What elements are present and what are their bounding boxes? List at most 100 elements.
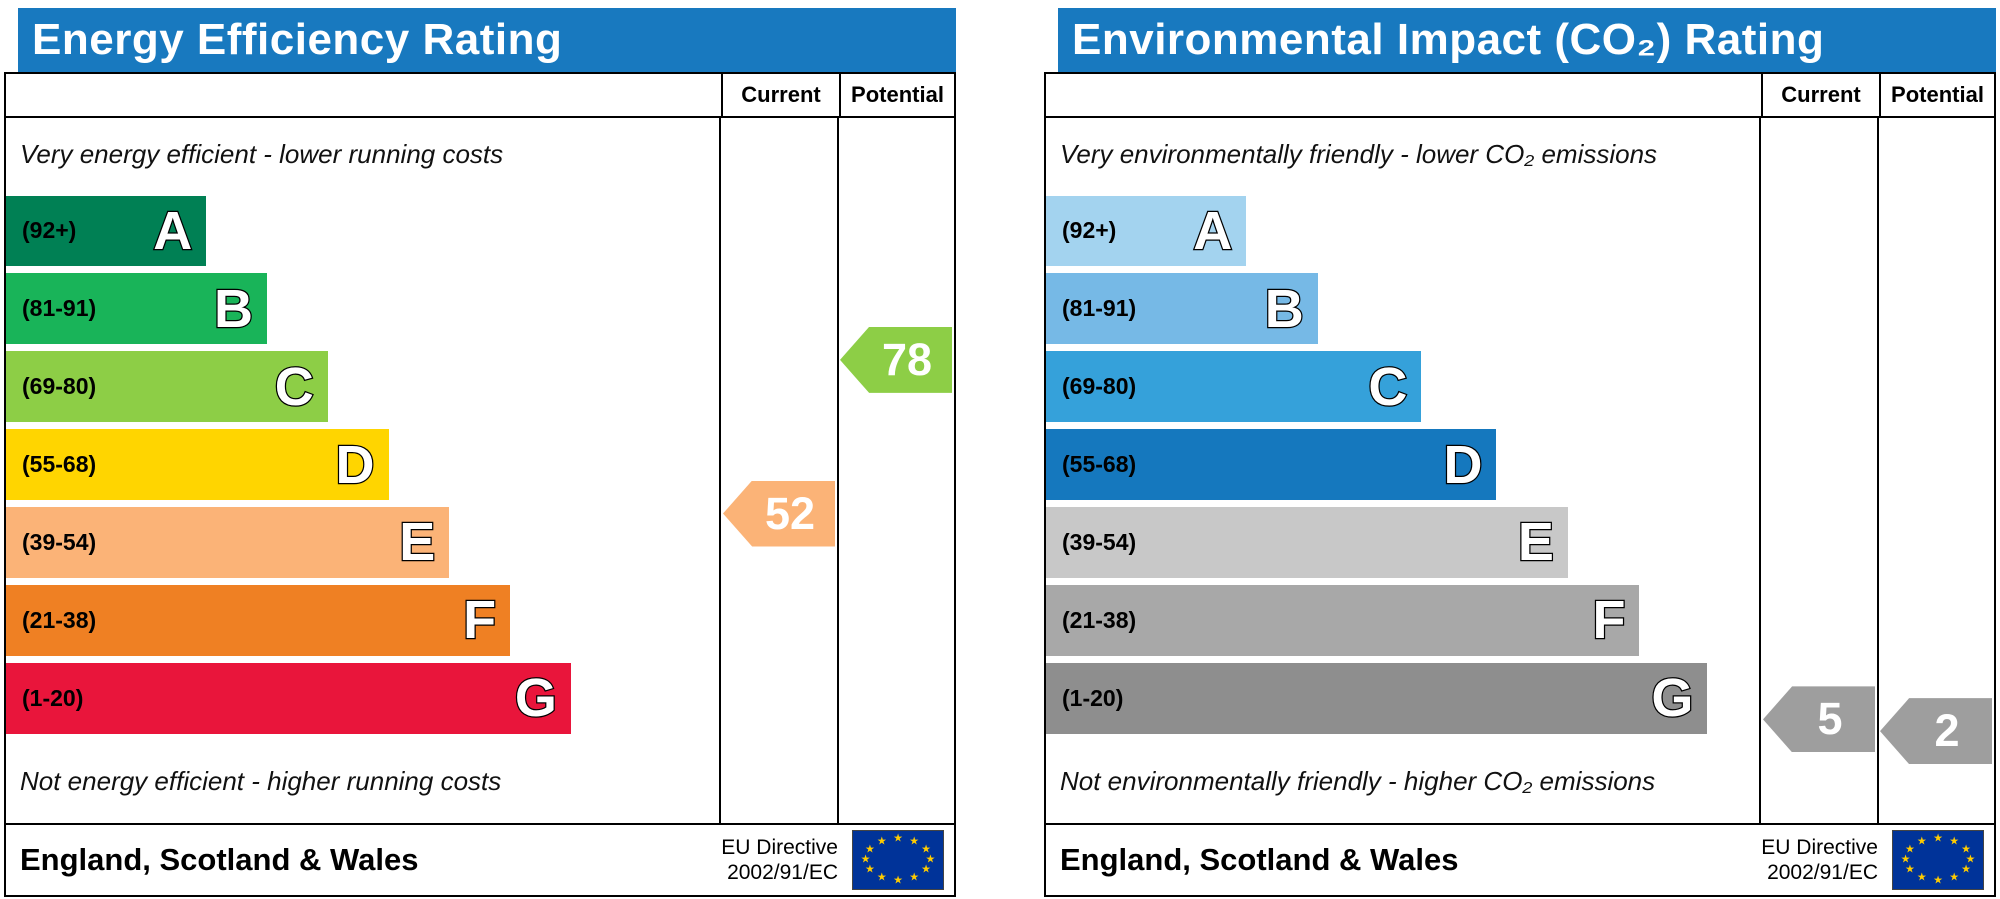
band-range-label: (21-38) <box>1062 606 1137 633</box>
eu-flag-star: ★ <box>1961 863 1971 876</box>
current-column-divider <box>1759 118 1761 823</box>
band-letter: D <box>334 434 376 495</box>
top-note: Very energy efficient - lower running co… <box>20 138 504 169</box>
potential-column-divider <box>1877 118 1879 823</box>
band-bar-f: (21-38) F <box>1046 584 1640 656</box>
bottom-note: Not environmentally friendly - higher CO… <box>1060 765 1656 796</box>
current-column-divider <box>719 118 721 823</box>
eu-flag-icon: ★ ★ ★ ★ ★ ★ ★ ★ ★ ★ ★ ★ <box>852 830 944 890</box>
eu-flag-star: ★ <box>893 832 903 845</box>
potential-rating-arrow: 2 <box>1880 698 1992 765</box>
eu-flag-star: ★ <box>909 835 920 848</box>
current-rating-arrow-value: 52 <box>764 487 816 539</box>
column-header-row: Current Potential <box>1046 74 1994 118</box>
band-range-label: (69-80) <box>22 373 97 400</box>
band-row-d: (55-68) D <box>1046 426 1761 504</box>
eu-flag-star: ★ <box>1905 863 1915 876</box>
current-rating-arrow: 5 <box>1763 686 1875 753</box>
eu-directive-line1: EU Directive <box>721 835 838 859</box>
environmental-footer: England, Scotland & Wales EU Directive 2… <box>1046 823 1994 895</box>
band-range-label: (55-68) <box>1062 451 1137 477</box>
band-range-label: (81-91) <box>1062 295 1137 322</box>
band-row-b: (81-91) B <box>1046 270 1761 348</box>
eu-directive-line1: EU Directive <box>1761 835 1878 859</box>
band-range-label: (92+) <box>22 217 77 244</box>
band-letter: F <box>1591 590 1627 651</box>
eu-flag-star: ★ <box>876 835 887 848</box>
current-rating-arrow-value: 5 <box>1817 693 1843 745</box>
environmental-title-bar: Environmental Impact (CO₂) Rating <box>1058 8 1996 72</box>
band-bar-f: (21-38) F <box>6 584 511 656</box>
band-row-a: (92+) A <box>1046 192 1761 270</box>
column-header-spacer <box>6 74 721 116</box>
eu-directive-line2: 2002/91/EC <box>1767 861 1878 884</box>
band-row-f: (21-38) F <box>6 581 721 659</box>
band-range-label: (81-91) <box>22 295 97 322</box>
band-range-label: (55-68) <box>22 451 97 477</box>
eu-flag-star: ★ <box>893 874 903 887</box>
eu-flag-star: ★ <box>1949 871 1960 884</box>
band-bar-a: (92+) A <box>6 195 207 267</box>
energy-efficiency-rating-chart: Energy Efficiency Rating Current Potenti… <box>4 8 956 897</box>
band-bar-b: (81-91) B <box>6 273 267 345</box>
potential-column-header: Potential <box>1879 74 1994 116</box>
potential-rating-arrow-value: 2 <box>1934 705 1960 757</box>
band-range-label: (1-20) <box>22 684 84 711</box>
band-letter: C <box>274 356 316 417</box>
eu-flag-star: ★ <box>1916 835 1927 848</box>
band-row-b: (81-91) B <box>6 270 721 348</box>
environmental-rating-table: Current Potential Very environmentally f… <box>1044 72 1996 897</box>
region-label: England, Scotland & Wales <box>20 842 419 877</box>
band-range-label: (39-54) <box>1062 528 1137 555</box>
band-bar-c: (69-80) C <box>1046 351 1422 423</box>
eu-flag-star: ★ <box>1900 853 1911 866</box>
environmental-impact-rating-chart: Environmental Impact (CO₂) Rating Curren… <box>1044 8 1996 897</box>
energy-chart-body: Very energy efficient - lower running co… <box>6 118 954 823</box>
band-bar-e: (39-54) E <box>1046 506 1568 578</box>
band-range-label: (39-54) <box>22 528 97 555</box>
eu-flag-star: ★ <box>860 853 871 866</box>
eu-flag-star: ★ <box>1961 843 1971 856</box>
band-row-e: (39-54) E <box>6 503 721 581</box>
eu-flag-star: ★ <box>1916 871 1927 884</box>
band-bar-g: (1-20) G <box>6 662 571 734</box>
environmental-band-area: Very environmentally friendly - lower CO… <box>1046 118 1761 823</box>
band-letter: E <box>398 512 437 573</box>
column-header-row: Current Potential <box>6 74 954 118</box>
band-row-f: (21-38) F <box>1046 581 1761 659</box>
band-letter: D <box>1442 434 1484 495</box>
band-letter: E <box>1517 512 1556 573</box>
eu-flag-star: ★ <box>1949 835 1960 848</box>
band-letter: A <box>1192 200 1234 261</box>
band-bar-a: (92+) A <box>1046 195 1247 267</box>
eu-flag-star: ★ <box>909 871 920 884</box>
eu-flag-icon: ★ ★ ★ ★ ★ ★ ★ ★ ★ ★ ★ ★ <box>1892 830 1984 890</box>
band-bar-b: (81-91) B <box>1046 273 1318 345</box>
potential-rating-arrow-value: 78 <box>881 333 933 385</box>
energy-title-bar: Energy Efficiency Rating <box>18 8 956 72</box>
band-bar-g: (1-20) G <box>1046 662 1708 734</box>
band-range-label: (69-80) <box>1062 373 1137 400</box>
eu-directive-line2: 2002/91/EC <box>727 861 838 884</box>
band-range-label: (1-20) <box>1062 684 1124 711</box>
band-row-c: (69-80) C <box>1046 348 1761 426</box>
bottom-note: Not energy efficient - higher running co… <box>20 765 502 796</box>
current-rating-arrow: 52 <box>723 480 835 547</box>
eu-flag-star: ★ <box>1933 874 1943 887</box>
eu-flag-star: ★ <box>921 843 931 856</box>
eu-flag-star: ★ <box>865 843 875 856</box>
band-row-a: (92+) A <box>6 192 721 270</box>
eu-flag-star: ★ <box>921 863 931 876</box>
energy-footer: England, Scotland & Wales EU Directive 2… <box>6 823 954 895</box>
chart-title: Energy Efficiency Rating <box>32 15 563 64</box>
band-row-d: (55-68) D <box>6 426 721 504</box>
energy-band-area: Very energy efficient - lower running co… <box>6 118 721 823</box>
band-range-label: (92+) <box>1062 217 1117 244</box>
band-bar-e: (39-54) E <box>6 506 450 578</box>
column-header-spacer <box>1046 74 1761 116</box>
energy-bands: (92+) A (81-91) B (69-80) C (55-68) D (39-54) E (2… <box>6 190 721 739</box>
band-letter: G <box>1650 668 1695 729</box>
band-row-c: (69-80) C <box>6 348 721 426</box>
band-row-e: (39-54) E <box>1046 503 1761 581</box>
